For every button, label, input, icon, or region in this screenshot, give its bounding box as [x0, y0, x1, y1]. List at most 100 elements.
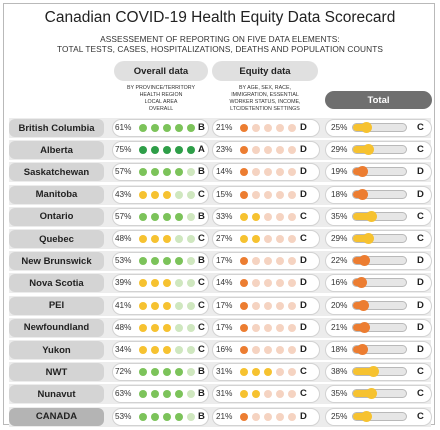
overall-dot [139, 146, 147, 155]
overall-percent: 72% [115, 367, 132, 377]
equity-dot [252, 301, 260, 310]
overall-percent: 53% [115, 256, 132, 266]
overall-pill [112, 318, 209, 337]
total-percent: 19% [331, 167, 348, 177]
overall-grade: B [198, 410, 205, 422]
total-bar-marker [367, 366, 379, 378]
equity-dot [252, 146, 260, 155]
overall-dot [175, 390, 183, 399]
overall-percent: 75% [115, 145, 132, 155]
total-percent: 38% [331, 367, 348, 377]
column-header-total: Total [325, 91, 432, 109]
equity-dot [240, 412, 248, 421]
equity-percent: 15% [216, 189, 233, 199]
total-bar [352, 256, 407, 266]
total-grade: D [417, 344, 424, 355]
overall-dot [163, 235, 171, 243]
total-bar [352, 411, 407, 421]
total-bar [352, 389, 407, 399]
scorecard-row: Saskatchewan 57% B 14% D 19% D [0, 162, 440, 183]
overall-percent: 57% [115, 167, 132, 177]
total-bar-marker [366, 388, 378, 400]
scorecard-row: Yukon 34% C 16% D 18% D [0, 340, 440, 360]
overall-dot [163, 279, 171, 288]
equity-dot [276, 190, 284, 199]
overall-dot [139, 390, 147, 399]
overall-dot [151, 235, 159, 243]
overall-percent: 57% [115, 211, 132, 221]
total-grade: C [417, 210, 424, 222]
total-percent: 18% [331, 189, 348, 199]
equity-note-line: IMMIGRATION, ESSENTIAL [231, 92, 299, 98]
equity-dot [288, 390, 296, 399]
equity-grade: D [300, 122, 307, 133]
overall-pill [112, 385, 209, 404]
equity-grade: D [300, 166, 307, 178]
jurisdiction-label: NWT [9, 363, 104, 382]
equity-percent: 17% [216, 256, 233, 266]
equity-dot [276, 257, 284, 266]
total-bar-marker [360, 122, 372, 133]
equity-dot [276, 235, 284, 243]
overall-dot [187, 390, 195, 399]
jurisdiction-label: Nova Scotia [9, 274, 104, 293]
overall-dot [139, 412, 147, 421]
equity-dot [288, 346, 296, 354]
total-percent: 16% [331, 278, 348, 288]
equity-dot [288, 257, 296, 266]
jurisdiction-label: British Columbia [9, 119, 104, 137]
total-bar-marker [358, 299, 369, 311]
equity-percent: 14% [216, 278, 233, 288]
overall-percent: 48% [115, 322, 132, 332]
overall-pill [112, 185, 209, 204]
overall-pill [112, 141, 209, 160]
overall-note-line: OVERALL [148, 106, 174, 112]
equity-dot [288, 323, 296, 332]
overall-note: BY PROVINCE/TERRITORY HEALTH REGION LOCA… [114, 85, 208, 113]
jurisdiction-label: Alberta [9, 141, 104, 160]
overall-dot [163, 390, 171, 399]
overall-dot [187, 257, 195, 266]
overall-dot [175, 368, 183, 377]
equity-dot [276, 301, 284, 310]
overall-percent: 53% [115, 411, 132, 421]
overall-dot [187, 346, 195, 354]
jurisdiction-label: Nunavut [9, 385, 104, 404]
total-bar-fill [353, 146, 369, 154]
jurisdiction-label: Saskatchewan [9, 163, 104, 182]
overall-dot [187, 412, 195, 421]
equity-dot [252, 412, 260, 421]
total-bar-fill [353, 235, 369, 242]
total-bar-marker [357, 166, 369, 178]
column-header-equity: Equity data [212, 61, 318, 81]
jurisdiction-label: Yukon [9, 341, 104, 359]
equity-dot [276, 323, 284, 332]
overall-dot [175, 301, 183, 310]
overall-pill [112, 252, 209, 271]
overall-percent: 63% [115, 389, 132, 399]
overall-dot [139, 323, 147, 332]
total-grade: D [417, 321, 424, 333]
equity-dot [264, 390, 272, 399]
equity-dot [276, 412, 284, 421]
total-percent: 29% [331, 145, 348, 155]
overall-dot [151, 390, 159, 399]
overall-percent: 48% [115, 234, 132, 243]
equity-percent: 27% [216, 234, 233, 243]
total-grade: C [417, 233, 424, 244]
overall-dot [187, 279, 195, 288]
equity-dot [252, 124, 260, 132]
equity-percent: 33% [216, 211, 233, 221]
scorecard-row: New Brunswick 53% B 17% D 22% D [0, 251, 440, 272]
total-bar-marker [360, 410, 372, 422]
equity-dot [252, 190, 260, 199]
equity-dot [276, 346, 284, 354]
equity-dot [240, 124, 248, 132]
equity-dot [276, 146, 284, 155]
equity-dot [276, 368, 284, 377]
total-grade: D [417, 255, 424, 267]
overall-pill [112, 207, 209, 226]
overall-pill [112, 407, 209, 426]
equity-dot [240, 368, 248, 377]
overall-dot [163, 368, 171, 377]
